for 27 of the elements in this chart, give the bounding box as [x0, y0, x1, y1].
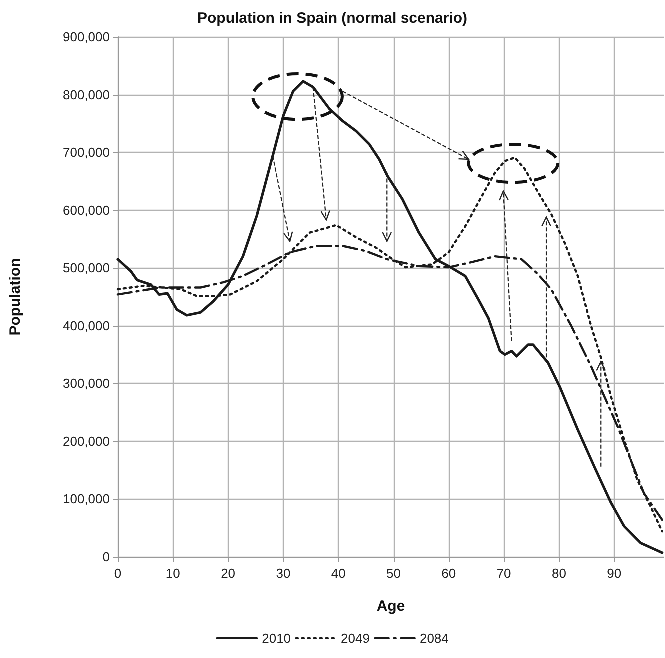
x-tick-label: 20 — [221, 566, 236, 581]
x-tick-label: 30 — [276, 566, 291, 581]
x-tick-label: 50 — [386, 566, 401, 581]
y-tick-label: 400,000 — [63, 318, 110, 334]
x-axis-title: Age — [376, 598, 406, 615]
y-tick-label: 900,000 — [63, 30, 110, 44]
x-tick-label: 0 — [114, 566, 122, 581]
x-tick-label: 10 — [166, 566, 180, 581]
y-axis-title: Population — [7, 258, 24, 336]
y-tick-label: 500,000 — [63, 260, 110, 276]
line-series — [116, 80, 664, 554]
legend-label: 2010 — [262, 631, 292, 646]
y-tick-label: 300,000 — [63, 376, 110, 392]
legend-label: 2084 — [420, 631, 449, 646]
x-tick-label: 60 — [442, 566, 456, 581]
x-tick-label: 90 — [607, 566, 622, 581]
legend-label: 2049 — [341, 631, 370, 646]
y-tick-label: 700,000 — [63, 145, 110, 160]
y-tick-label: 0 — [102, 550, 110, 564]
x-tick-label: 40 — [331, 566, 346, 581]
y-tick-label: 100,000 — [63, 492, 110, 507]
y-tick-label: 200,000 — [63, 434, 110, 449]
chart-title: Population in Spain (normal scenario) — [197, 10, 468, 27]
x-tick-label: 70 — [496, 566, 512, 581]
x-tick-label: 80 — [552, 566, 566, 581]
y-tick-label: 600,000 — [63, 202, 110, 218]
y-tick-label: 800,000 — [63, 87, 110, 102]
